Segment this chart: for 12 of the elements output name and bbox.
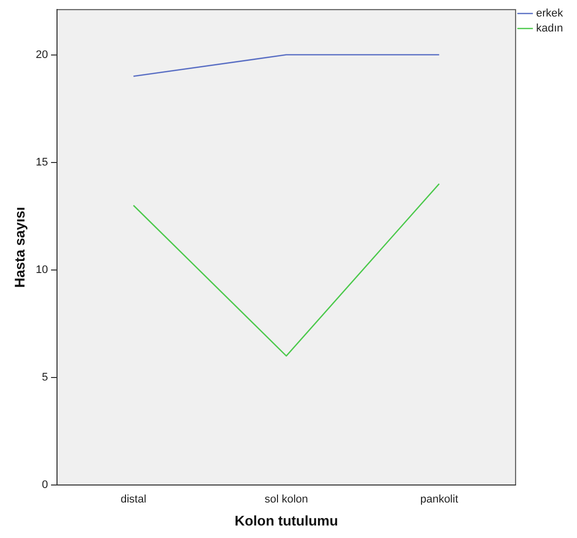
x-tick-label: sol kolon [264, 494, 308, 506]
legend-label: erkek [536, 8, 564, 20]
y-tick-label: 15 [36, 156, 48, 168]
y-tick-label: 5 [42, 371, 48, 384]
x-axis-title: Kolon tutulumu [234, 512, 338, 528]
x-tick-label: pankolit [420, 494, 458, 506]
y-axis-title: Hasta sayısı [11, 206, 28, 288]
y-tick-label: 10 [36, 264, 48, 276]
y-tick-label: 20 [36, 48, 48, 61]
x-tick-label: distal [120, 494, 146, 506]
legend-label: kadın [536, 22, 564, 35]
y-tick-label: 0 [42, 479, 48, 492]
